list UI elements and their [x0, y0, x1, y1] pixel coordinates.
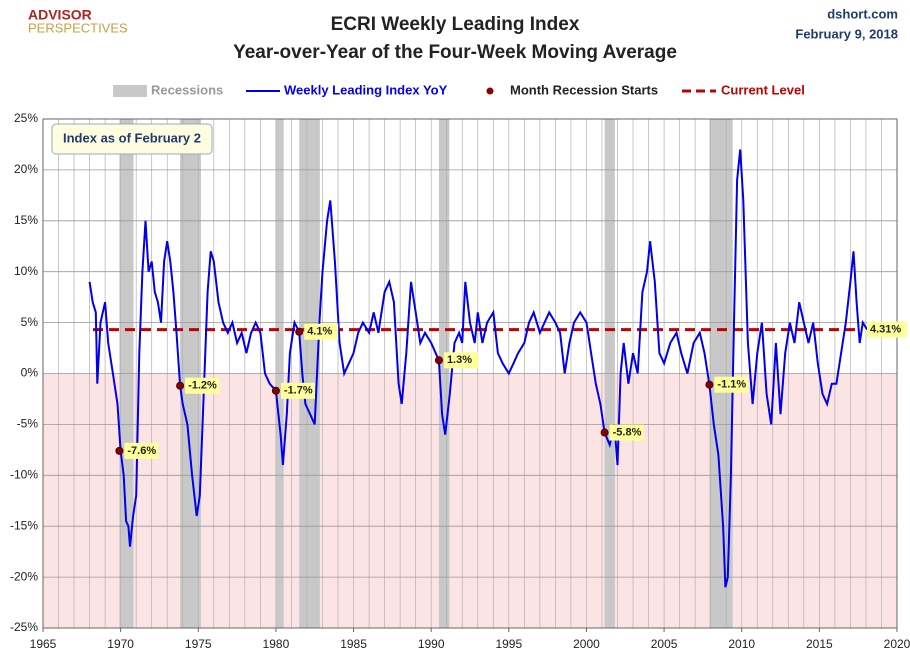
y-tick-label: -25%: [10, 620, 38, 634]
y-tick-label: -15%: [10, 518, 38, 532]
annotation: Index as of February 2: [63, 130, 201, 145]
x-tick-label: 1995: [495, 637, 522, 651]
point-label: 1.3%: [447, 354, 472, 366]
y-tick-label: 0%: [21, 366, 39, 380]
point-label-bg: [280, 382, 315, 399]
date: February 9, 2018: [795, 26, 898, 41]
recession-start-point: [705, 380, 714, 389]
recession-start-point: [176, 381, 185, 390]
x-tick-label: 2000: [573, 637, 600, 651]
annotation-box: [51, 123, 213, 155]
legend-label: Recessions: [151, 82, 223, 97]
y-tick-label: 5%: [21, 315, 39, 329]
current-label-bg: [867, 321, 907, 338]
y-tick-label: -5%: [17, 417, 39, 431]
x-tick-label: 1975: [185, 637, 212, 651]
point-label-bg: [124, 442, 159, 459]
point-label: -7.6%: [127, 445, 156, 457]
y-tick-label: 15%: [14, 213, 38, 227]
plot-border: [42, 118, 898, 629]
chart-subtitle: Year-over-Year of the Four-Week Moving A…: [233, 42, 677, 63]
x-tick-label: 1970: [107, 637, 134, 651]
point-label-bg: [304, 323, 339, 340]
x-tick-label: 1965: [30, 637, 57, 651]
point-label-bg: [714, 376, 749, 393]
x-tick-label: 2015: [806, 637, 833, 651]
legend-swatch: [113, 85, 147, 97]
logo: ADVISOR: [28, 7, 92, 23]
recession-start-point: [271, 386, 280, 395]
point-label: -1.1%: [717, 379, 746, 391]
y-tick-label: -10%: [10, 467, 38, 481]
point-label-bg: [443, 352, 478, 369]
x-tick-label: 1985: [340, 637, 367, 651]
x-tick-label: 2010: [728, 637, 755, 651]
recession-start-point: [115, 446, 124, 455]
source: dshort.com: [827, 6, 898, 21]
legend-label: Month Recession Starts: [510, 82, 658, 97]
y-tick-label: 25%: [14, 111, 38, 125]
x-tick-label: 1980: [263, 637, 290, 651]
logo: PERSPECTIVES: [28, 20, 128, 35]
legend-label: Current Level: [721, 82, 805, 97]
recession-start-point: [600, 428, 609, 437]
y-tick-label: -20%: [10, 569, 38, 583]
chart-title: ECRI Weekly Leading Index: [331, 14, 580, 35]
point-label-bg: [609, 424, 644, 441]
current-label: 4.31%: [870, 324, 901, 336]
point-label-bg: [185, 377, 220, 394]
legend-label: Weekly Leading Index YoY: [284, 82, 448, 97]
point-label: 4.1%: [307, 326, 332, 338]
point-label: -5.8%: [613, 426, 642, 438]
line: [88, 149, 869, 588]
recession-start-point: [434, 356, 443, 365]
point-label: -1.2%: [188, 380, 217, 392]
legend-swatch: [486, 87, 494, 95]
x-tick-label: 1990: [418, 637, 445, 651]
y-tick-label: 20%: [14, 162, 38, 176]
recession-start-point: [295, 327, 304, 336]
x-tick-label: 2005: [651, 637, 678, 651]
y-tick-label: 10%: [14, 264, 38, 278]
point-label: -1.7%: [284, 385, 313, 397]
x-tick-label: 2020: [884, 637, 910, 651]
